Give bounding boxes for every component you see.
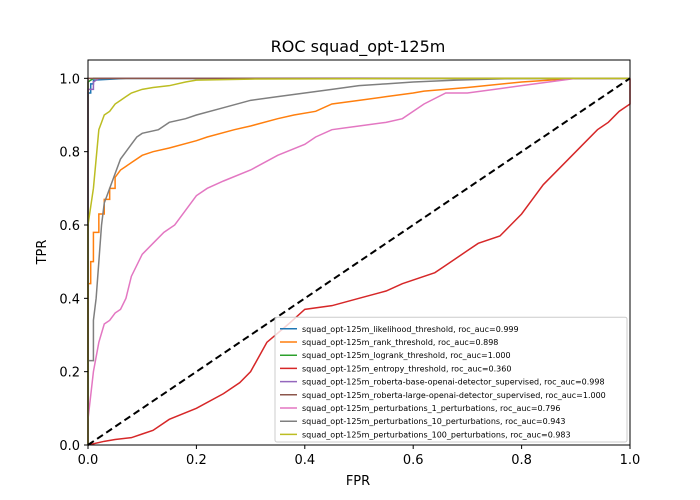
roc-series-line-3	[87, 78, 631, 446]
y-axis-label: TPR	[35, 240, 50, 266]
y-axis-ticks: 0.0 0.2 0.4 0.6 0.8 1.0	[59, 72, 88, 454]
legend-entry: squad_opt-125m_roberta-base-openai-detec…	[302, 378, 605, 387]
legend-entry: squad_opt-125m_roberta-large-openai-dete…	[302, 391, 606, 400]
x-tick-label: 0.2	[186, 453, 207, 468]
plot-frame	[87, 59, 631, 446]
x-tick-label: 0.8	[511, 453, 532, 468]
roc-series-line-8	[87, 77, 630, 445]
legend-box	[274, 316, 628, 443]
legend-entry: squad_opt-125m_perturbations_1_perturbat…	[302, 404, 560, 413]
x-tick-label: 0.0	[78, 453, 99, 468]
roc-series-line-6	[87, 77, 630, 445]
chance-diagonal-line	[87, 77, 631, 446]
chart-title: ROC squad_opt-125m	[271, 37, 446, 57]
x-axis-ticks: 0.0 0.2 0.4 0.6 0.8 1.0	[78, 445, 641, 468]
x-axis-label: FPR	[346, 474, 370, 489]
legend-entry: squad_opt-125m_perturbations_100_perturb…	[302, 430, 571, 439]
y-tick-label: 0.8	[59, 146, 80, 161]
legend-entry: squad_opt-125m_logrank_threshold, roc_au…	[302, 351, 511, 360]
legend-entry: squad_opt-125m_entropy_threshold, roc_au…	[302, 364, 511, 373]
y-tick-label: 0.6	[59, 219, 80, 234]
legend-entry: squad_opt-125m_rank_threshold, roc_auc=0…	[302, 338, 498, 347]
x-tick-label: 1.0	[620, 453, 641, 468]
x-tick-label: 0.4	[294, 453, 315, 468]
y-tick-label: 1.0	[59, 72, 80, 87]
y-tick-label: 0.4	[59, 292, 80, 307]
roc-series-line-1	[87, 77, 630, 445]
legend-entry: squad_opt-125m_perturbations_10_perturba…	[302, 417, 566, 426]
x-tick-label: 0.6	[403, 453, 424, 468]
y-tick-label: 0.0	[59, 439, 80, 454]
y-tick-label: 0.2	[59, 366, 80, 381]
roc-series-line-7	[87, 77, 630, 445]
legend: squad_opt-125m_likelihood_threshold, roc…	[274, 316, 628, 443]
legend-entry: squad_opt-125m_likelihood_threshold, roc…	[302, 325, 519, 334]
